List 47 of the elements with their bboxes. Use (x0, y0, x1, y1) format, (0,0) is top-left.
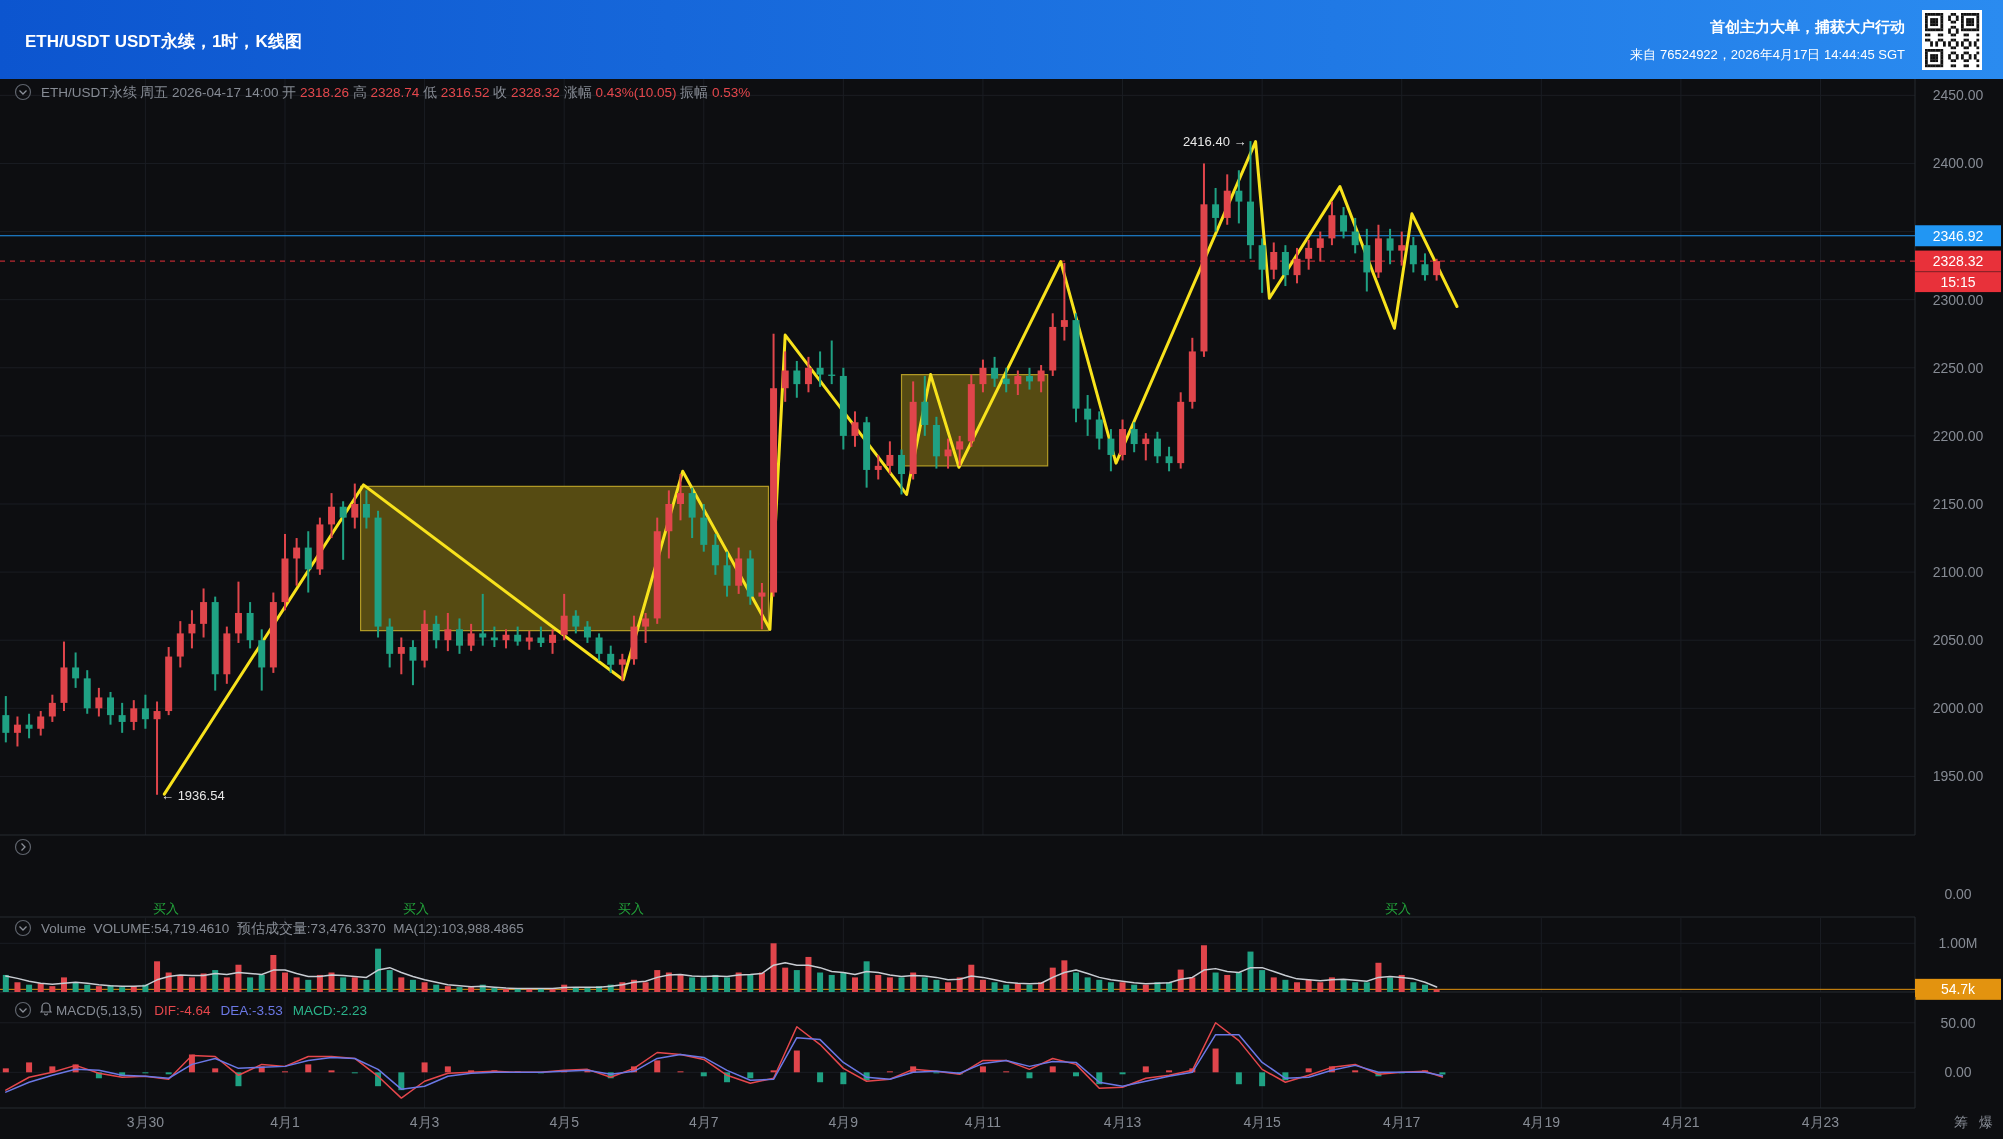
x-tick-label: 4月9 (828, 1114, 859, 1130)
x-tick-label: 4月3 (409, 1114, 440, 1130)
y-tick-label: 50.00 (1940, 1014, 1976, 1031)
x-tick-label: 4月19 (1522, 1114, 1561, 1130)
text: 爆 (1979, 1114, 1993, 1130)
y-tick-label: 2250.00 (1932, 359, 1984, 376)
y-tick-label: 1.00M (1938, 935, 1978, 952)
y-tick-label: 2150.00 (1932, 495, 1984, 512)
y-tick-label: 2200.00 (1932, 427, 1984, 444)
text: 来自 76524922，2026年4月17日 14:44:45 SGT (1630, 46, 1906, 62)
y-tick-label: 2000.00 (1932, 700, 1984, 717)
x-tick-label: 4月1 (270, 1114, 300, 1130)
ref-line-label: 54.7k (1940, 981, 1977, 998)
y-tick-label: 2450.00 (1932, 87, 1984, 104)
y-tick-label: 0.00 (1944, 1064, 1972, 1081)
x-tick-label: 4月5 (549, 1114, 580, 1130)
ref-line-label: 2328.32 (1932, 253, 1984, 270)
x-tick-label: 4月7 (688, 1114, 719, 1130)
annotation: ← 1936.54 (161, 787, 225, 803)
y-tick-label: 2100.00 (1932, 564, 1984, 581)
text: DIF:-4.64 (154, 1002, 212, 1018)
text: 筹 (1954, 1114, 1968, 1130)
text: 首创主力大单，捕获大户行动 (1709, 17, 1905, 35)
text: 买入 (153, 900, 179, 916)
x-tick-label: 4月13 (1103, 1114, 1142, 1130)
text: 买入 (1385, 900, 1411, 916)
text: DEA:-3.53 (220, 1002, 283, 1018)
x-tick-label: 4月23 (1801, 1114, 1840, 1130)
x-tick-label: 4月11 (964, 1114, 1002, 1130)
y-tick-label: 1950.00 (1932, 768, 1984, 785)
x-tick-label: 4月17 (1383, 1114, 1421, 1130)
annotation: 2416.40 → (1182, 133, 1247, 149)
text: MACD:-2.23 (292, 1002, 368, 1018)
y-tick-label: 2050.00 (1932, 632, 1984, 649)
x-tick-label: 3月30 (126, 1114, 165, 1130)
chart-title: Volume VOLUME:54,719.4610 预估成交量:73,476.3370 MA(12):103,988.4865 (41, 920, 524, 936)
ref-line-label: 2346.92 (1932, 227, 1984, 244)
y-tick-label: 2300.00 (1932, 291, 1984, 308)
y-tick-label: 2400.00 (1932, 155, 1984, 172)
text: ETH/USDT永续 周五 2026-04-17 14:00 开 2318.26 高 2328.74 低 2316.52 收 2328.32 涨幅 0.43%(10.05) 振幅 0.53% (41, 84, 751, 100)
text: 买入 (403, 900, 429, 916)
chart-title: MACD(5,13,5) (56, 1002, 143, 1018)
x-tick-label: 4月15 (1243, 1114, 1282, 1130)
text: 15:15 (1940, 274, 1976, 291)
x-tick-label: 4月21 (1662, 1114, 1700, 1130)
text: 买入 (618, 900, 644, 916)
chart-title: ETH/USDT USDT永续，1时，K线图 (25, 31, 302, 51)
